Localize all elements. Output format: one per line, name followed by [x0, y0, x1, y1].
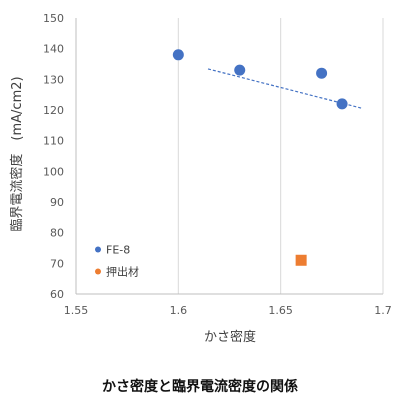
y-tick-label: 150	[43, 12, 64, 25]
grid-lines	[177, 18, 384, 294]
x-tick-label: 1.55	[64, 304, 89, 317]
y-tick-label: 100	[43, 165, 64, 178]
data-point-square	[295, 254, 307, 266]
legend: FE-8 押出材	[95, 244, 139, 279]
tick-labels: 60 70 80 90 100 110 120 130 140 150 1.55 1.6 1.65 1.7	[43, 12, 392, 317]
x-axis-title: かさ密度	[204, 329, 256, 345]
trendline	[207, 68, 362, 109]
y-tick-label: 120	[43, 104, 64, 117]
axes	[75, 18, 383, 295]
y-tick-label: 130	[43, 73, 64, 86]
data-point-circle	[172, 49, 184, 61]
trendline-fe-8	[207, 68, 362, 109]
y-tick-label: 70	[50, 257, 64, 270]
chart: 60 70 80 90 100 110 120 130 140 150 1.55 1.6 1.65 1.7…	[9, 12, 392, 345]
y-tick-label: 80	[50, 227, 64, 240]
legend-label: 押出材	[106, 265, 139, 279]
y-tick-label: 60	[50, 288, 64, 301]
x-tick-label: 1.7	[374, 304, 392, 317]
data-point-circle	[316, 67, 328, 79]
chart-caption: かさ密度と臨界電流密度の関係	[102, 379, 298, 395]
y-axis-title: 臨界電流密度 (mA/cm2)	[9, 76, 25, 231]
legend-label: FE-8	[106, 244, 130, 257]
data-point-circle	[234, 64, 246, 76]
x-tick-label: 1.6	[170, 304, 188, 317]
x-tick-label: 1.65	[268, 304, 293, 317]
y-tick-label: 90	[50, 196, 64, 209]
data-points	[172, 49, 348, 266]
legend-marker	[95, 246, 101, 253]
y-tick-label: 110	[43, 135, 64, 148]
data-point-circle	[336, 98, 348, 110]
legend-marker	[95, 268, 101, 275]
y-tick-label: 140	[43, 43, 64, 56]
